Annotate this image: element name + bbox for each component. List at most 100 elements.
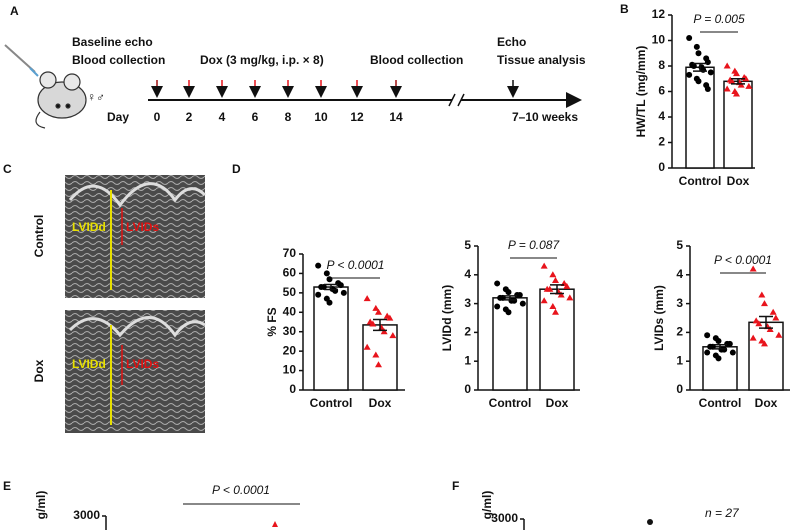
- p-value: P < 0.0001: [714, 253, 772, 267]
- data-point: [721, 346, 728, 353]
- timeline-text: Echo: [497, 35, 526, 49]
- data-point: [372, 304, 380, 311]
- timeline-text: Tissue analysis: [497, 53, 586, 67]
- y-tick-label: 4: [658, 109, 665, 123]
- data-point: [337, 282, 344, 289]
- data-point: [552, 308, 559, 315]
- point-fragment: [647, 519, 653, 525]
- data-point: [315, 291, 322, 298]
- data-point: [363, 295, 371, 302]
- x-tick-label: Control: [310, 396, 353, 410]
- row-label: Dox: [32, 359, 46, 382]
- bar: [748, 321, 784, 391]
- lvidd-label: LVIDd: [72, 220, 106, 234]
- y-tick-label: 0: [658, 160, 665, 174]
- bar: [539, 288, 575, 391]
- data-point: [704, 85, 711, 92]
- data-point: [519, 300, 526, 307]
- data-point: [563, 282, 571, 289]
- n-text: n = 27: [705, 506, 740, 520]
- panel-label: B: [620, 2, 629, 16]
- data-point: [758, 291, 766, 298]
- day-number: 14: [389, 110, 403, 124]
- y-tick-label: 3: [676, 296, 683, 310]
- data-point: [729, 349, 736, 356]
- data-point: [769, 308, 777, 315]
- data-point: [704, 349, 711, 356]
- panel-label: F: [452, 479, 459, 493]
- y-label: % FS: [265, 307, 279, 336]
- data-point: [707, 69, 714, 76]
- data-point: [494, 303, 501, 310]
- data-point: [511, 297, 518, 304]
- y-label: g/ml): [34, 491, 48, 520]
- y-tick-label: 5: [464, 238, 471, 252]
- data-point: [686, 34, 693, 41]
- day-number: 2: [186, 110, 193, 124]
- y-label: g/ml): [480, 491, 494, 520]
- panel-label: E: [3, 479, 11, 493]
- timeline-text: Blood collection: [72, 53, 165, 67]
- x-tick-label: Control: [679, 174, 722, 188]
- data-point: [715, 338, 722, 345]
- data-point: [549, 271, 557, 278]
- timeline-text: Dox (3 mg/kg, i.p. × 8): [200, 53, 324, 67]
- y-tick-label: 3000: [491, 511, 518, 525]
- data-point: [775, 331, 783, 338]
- y-tick-label: 6: [658, 84, 665, 98]
- y-tick-label: 2: [464, 325, 471, 339]
- data-point: [700, 66, 707, 73]
- sex-symbols: ♀♂: [87, 90, 105, 104]
- data-point: [761, 340, 768, 347]
- data-point: [389, 332, 397, 339]
- day-number: 6: [252, 110, 259, 124]
- data-point: [766, 326, 774, 333]
- error-bar: [731, 78, 745, 85]
- data-point: [315, 262, 322, 269]
- day-number: 0: [154, 110, 161, 124]
- error-bar: [759, 315, 773, 329]
- data-point: [549, 302, 557, 309]
- data-point: [695, 78, 702, 85]
- lvids-label: LVIDs: [126, 357, 159, 371]
- y-tick-label: 70: [283, 246, 297, 260]
- data-point: [386, 314, 394, 321]
- error-bar: [550, 284, 564, 295]
- data-point: [516, 291, 523, 298]
- data-point: [723, 85, 731, 92]
- data-point: [375, 308, 382, 315]
- p-value: P < 0.0001: [212, 483, 270, 497]
- y-tick-label: 4: [464, 267, 471, 281]
- y-tick-label: 20: [283, 343, 297, 357]
- marker-fragment: [272, 521, 278, 527]
- data-point: [745, 82, 753, 89]
- data-point: [323, 270, 330, 277]
- timeline-text: Baseline echo: [72, 35, 153, 49]
- data-point: [715, 355, 722, 362]
- data-point: [723, 62, 731, 69]
- mouse-icon: [4, 44, 87, 129]
- panel-label: A: [10, 4, 19, 18]
- y-tick-label: 1: [464, 353, 471, 367]
- y-tick-label: 3000: [73, 508, 100, 522]
- y-label: HW/TL (mg/mm): [634, 46, 648, 138]
- axis-break: [448, 93, 465, 107]
- y-tick-label: 50: [283, 285, 297, 299]
- y-tick-label: 10: [652, 33, 666, 47]
- data-point: [772, 314, 780, 321]
- y-tick-label: 2: [676, 325, 683, 339]
- data-point: [540, 297, 548, 304]
- day-number: 8: [285, 110, 292, 124]
- p-value: P = 0.087: [508, 238, 561, 252]
- timeline-text: Blood collection: [370, 53, 463, 67]
- data-point: [552, 277, 559, 284]
- echo-images: [65, 175, 207, 433]
- y-label: LVIDs (mm): [652, 285, 666, 351]
- data-point: [380, 328, 388, 335]
- y-tick-label: 3: [464, 296, 471, 310]
- panel-label: C: [3, 162, 12, 176]
- x-tick-label: Dox: [727, 174, 750, 188]
- data-point: [733, 90, 740, 97]
- p-value: P = 0.005: [693, 12, 745, 26]
- y-tick-label: 60: [283, 266, 297, 280]
